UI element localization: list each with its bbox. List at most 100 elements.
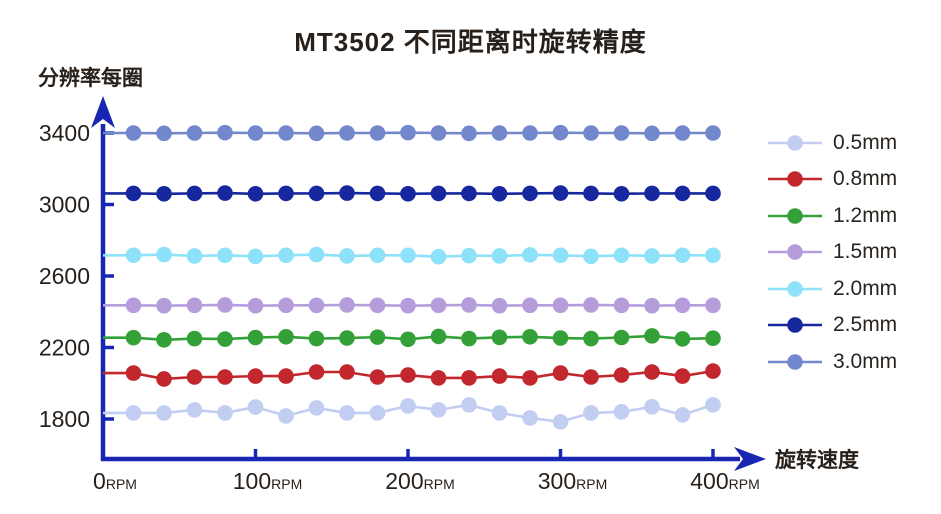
- data-point: [644, 185, 660, 202]
- legend-label: 0.5mm: [833, 130, 898, 154]
- data-point: [674, 247, 691, 264]
- data-point: [308, 330, 325, 347]
- data-point: [522, 370, 538, 386]
- legend-marker-icon: [787, 171, 803, 187]
- data-point: [430, 125, 447, 141]
- x-axis-title: 旋转速度: [775, 449, 859, 472]
- data-point: [522, 410, 538, 426]
- legend-swatch: [768, 317, 822, 333]
- data-point: [705, 297, 721, 314]
- data-point: [583, 125, 599, 141]
- data-point: [430, 370, 447, 386]
- data-point: [430, 402, 447, 418]
- data-point: [186, 248, 203, 264]
- series-2.5mm: [103, 185, 721, 202]
- data-point: [674, 407, 691, 423]
- data-point: [247, 399, 264, 415]
- data-point: [674, 368, 691, 384]
- data-point: [339, 364, 355, 380]
- data-point: [552, 414, 569, 430]
- data-point: [522, 247, 538, 263]
- legend-swatch: [768, 134, 822, 151]
- data-point: [308, 400, 325, 416]
- data-point: [491, 248, 508, 264]
- data-point: [186, 330, 203, 347]
- legend-label: 2.5mm: [833, 313, 898, 336]
- data-point: [552, 185, 569, 201]
- data-point: [583, 248, 599, 265]
- legend-item-2.5mm: 2.5mm: [768, 313, 898, 337]
- series-0.8mm: [103, 363, 721, 387]
- data-point: [491, 405, 508, 421]
- x-tick-label: 100RPM: [233, 468, 303, 494]
- data-point: [430, 185, 447, 202]
- data-point: [400, 247, 416, 264]
- data-point: [461, 370, 477, 386]
- data-point: [705, 397, 721, 413]
- legend-item-2.0mm: 2.0mm: [768, 277, 897, 300]
- series-1.5mm: [103, 297, 721, 314]
- data-point: [217, 247, 233, 264]
- data-point: [644, 399, 660, 415]
- data-point: [156, 185, 172, 202]
- data-point: [461, 297, 477, 313]
- legend-item-0.5mm: 0.5mm: [768, 131, 897, 154]
- data-point: [583, 330, 599, 347]
- y-axis-arrow-icon: [91, 96, 115, 128]
- data-point: [156, 405, 172, 421]
- legend-label: 3.0mm: [833, 349, 898, 373]
- x-axis-arrow-icon: [734, 447, 766, 471]
- series-1.2mm: [103, 328, 721, 348]
- data-point: [308, 364, 325, 380]
- x-tick-label: 0RPM: [93, 468, 137, 494]
- legend-marker-icon: [787, 353, 803, 370]
- legend-marker-icon: [787, 280, 803, 297]
- data-point: [522, 328, 538, 345]
- data-point: [644, 297, 660, 314]
- data-point: [247, 368, 264, 384]
- data-point: [430, 248, 447, 265]
- legend-swatch: [768, 280, 822, 297]
- data-point: [278, 297, 294, 314]
- data-point: [461, 185, 477, 202]
- data-point: [278, 328, 294, 345]
- data-point: [308, 125, 325, 142]
- data-point: [156, 332, 172, 348]
- data-point: [644, 125, 660, 142]
- data-point: [156, 125, 172, 142]
- data-point: [339, 185, 355, 201]
- legend-swatch: [768, 171, 822, 187]
- data-point: [247, 329, 264, 346]
- data-point: [278, 125, 294, 141]
- x-tick-label: 300RPM: [538, 468, 608, 494]
- data-point: [400, 331, 416, 348]
- data-point: [400, 185, 416, 202]
- data-point: [217, 124, 233, 141]
- legend-swatch: [768, 244, 822, 260]
- data-point: [400, 297, 416, 314]
- data-point: [552, 124, 569, 141]
- data-point: [491, 125, 508, 141]
- data-point: [430, 328, 447, 345]
- data-point: [186, 125, 203, 141]
- data-point: [125, 125, 142, 141]
- data-point: [583, 185, 599, 202]
- data-point: [613, 404, 630, 420]
- legend: 0.5mm 0.8mm 1.2mm 1.5mm 2.0mm 2.5mm 3.0mm: [768, 131, 897, 373]
- data-point: [674, 297, 691, 314]
- data-point: [125, 405, 142, 421]
- data-point: [156, 371, 172, 387]
- legend-item-3.0mm: 3.0mm: [768, 350, 897, 373]
- data-point: [400, 367, 416, 383]
- x-tick-label: 400RPM: [690, 468, 760, 494]
- data-point: [705, 185, 721, 202]
- data-point: [247, 248, 264, 265]
- data-point: [400, 124, 416, 141]
- data-point: [583, 297, 599, 313]
- data-point: [186, 402, 203, 418]
- data-point: [339, 125, 355, 141]
- legend-item-1.2mm: 1.2mm: [768, 204, 897, 227]
- data-point: [186, 185, 203, 202]
- data-point: [217, 369, 233, 385]
